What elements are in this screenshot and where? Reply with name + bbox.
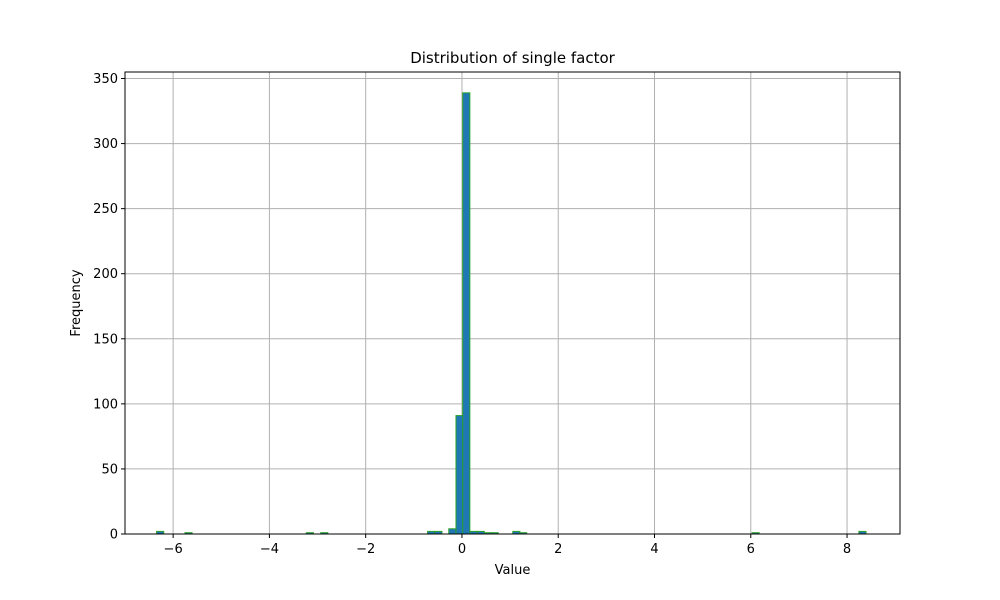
x-tick-label: −6 xyxy=(164,542,183,557)
x-tick-label: 8 xyxy=(843,542,851,557)
x-tick-label: 6 xyxy=(747,542,755,557)
chart-title: Distribution of single factor xyxy=(410,49,615,67)
histogram-bars xyxy=(156,92,867,535)
x-tick-label: −2 xyxy=(356,542,375,557)
y-tick-label: 200 xyxy=(93,267,118,282)
x-tick-label: 2 xyxy=(554,542,562,557)
histogram-bar xyxy=(455,415,464,535)
plot-frame xyxy=(124,71,901,535)
x-tick-label: 4 xyxy=(650,542,658,557)
y-tick-label: 50 xyxy=(101,462,118,477)
histogram-bar xyxy=(462,92,471,535)
grid-lines xyxy=(125,72,900,535)
histogram-bar xyxy=(448,528,457,535)
y-tick-label: 100 xyxy=(93,397,118,412)
axis-ticks: −6 −4 −2 0 2 4 6 8 0 50 100 150 200 250 300 350 xyxy=(93,72,851,557)
y-tick-label: 150 xyxy=(93,332,118,347)
x-axis-label: Value xyxy=(495,563,531,578)
y-tick-label: 0 xyxy=(110,528,118,543)
x-tick-label: −4 xyxy=(260,542,279,557)
x-tick-label: 0 xyxy=(458,542,466,557)
y-tick-label: 300 xyxy=(93,137,118,152)
y-tick-label: 350 xyxy=(93,72,118,87)
y-tick-label: 250 xyxy=(93,202,118,217)
y-axis-label: Frequency xyxy=(69,269,84,336)
